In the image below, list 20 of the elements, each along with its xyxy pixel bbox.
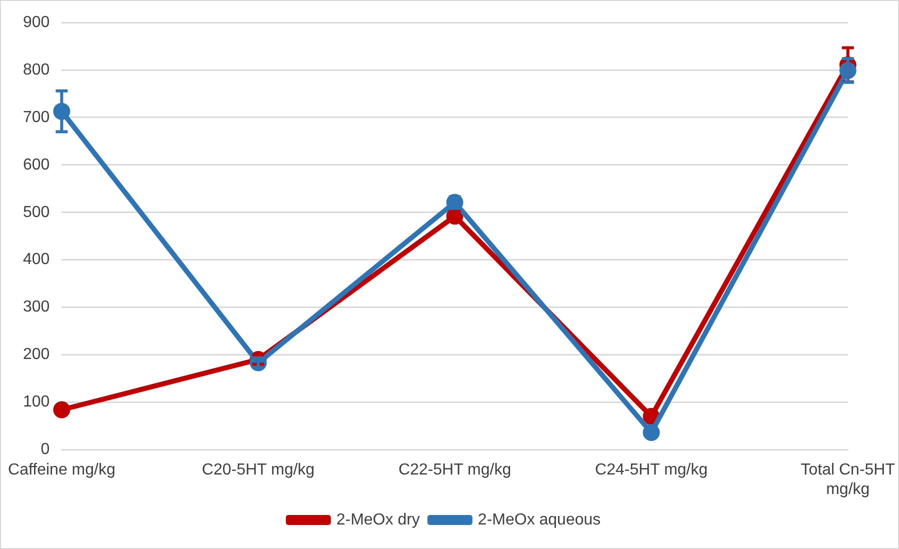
- y-tick-label: 800: [22, 61, 50, 78]
- point: [642, 408, 660, 425]
- y-tick-label: 400: [22, 251, 50, 268]
- y-tick-label: 200: [22, 346, 50, 364]
- point: [53, 401, 70, 418]
- y-tick-label: 0: [40, 441, 50, 458]
- legend-label: 2-MeOx dry: [336, 511, 420, 528]
- point: [642, 424, 660, 442]
- legend-label: 2-MeOx aqueous: [478, 511, 601, 528]
- x-tick-label: C20-5HT mg/kg: [202, 462, 315, 479]
- y-tick-label: 700: [22, 108, 50, 126]
- y-tick-label: 600: [22, 156, 50, 174]
- y-tick-label: 100: [22, 394, 50, 411]
- x-tick-label: Caffeine mg/kg: [8, 462, 116, 479]
- y-tick-label: 500: [22, 204, 50, 221]
- x-tick-label: C24-5HT mg/kg: [595, 462, 708, 479]
- y-tick-label: 300: [22, 298, 50, 316]
- x-tick-label: Total Cn-5HT mg/kg: [800, 462, 896, 498]
- y-tick-label: 900: [22, 14, 50, 32]
- x-tick-label: C22-5HT mg/kg: [398, 462, 512, 479]
